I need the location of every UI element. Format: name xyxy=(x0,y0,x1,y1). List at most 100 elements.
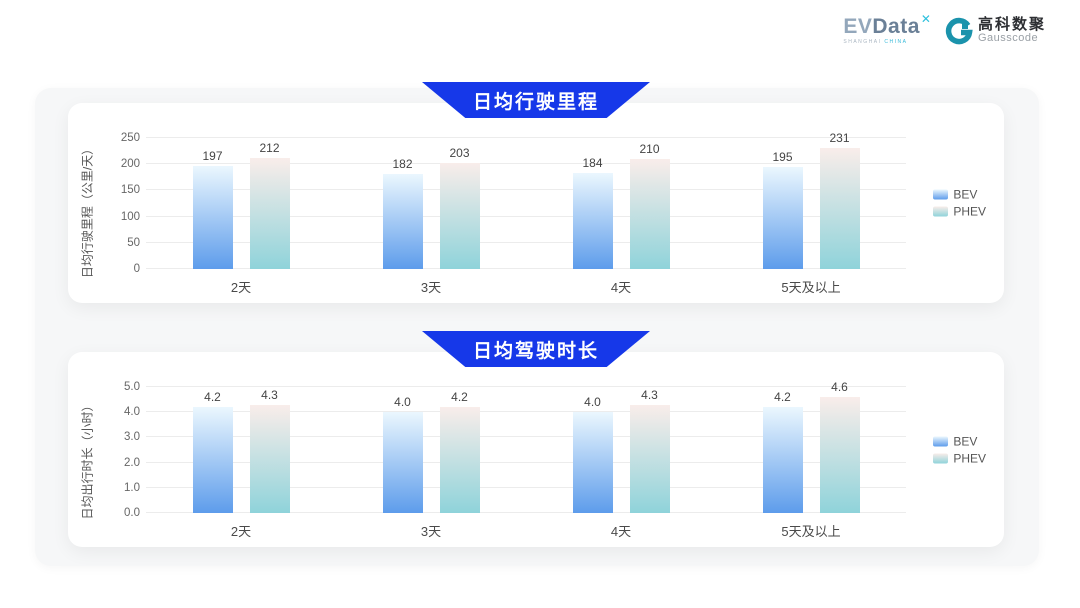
gausscode-logo: 高科数聚 Gausscode xyxy=(945,17,1046,45)
duration-x-axis-labels: 2天 3天 4天 5天及以上 xyxy=(146,521,906,539)
duration-chart-card: 日均驾驶时长 日均出行时长（小时） 0.0 1.0 2.0 3.0 4.0 5.0 4.2… xyxy=(68,331,1004,547)
phev-bar xyxy=(819,397,860,513)
y-tick-label: 100 xyxy=(120,210,140,223)
bar-value-label: 4.2 xyxy=(204,390,221,405)
evdata-ev-text: EV xyxy=(843,15,873,38)
y-tick-label: 150 xyxy=(120,184,140,197)
gridline xyxy=(146,137,906,138)
bev-bar xyxy=(192,165,233,269)
legend-item-bev[interactable]: BEV xyxy=(933,434,986,448)
bar-value-label: 4.2 xyxy=(774,390,791,405)
bar-value-label: 203 xyxy=(449,145,470,160)
legend-item-phev[interactable]: PHEV xyxy=(933,205,986,219)
bar-value-label: 4.3 xyxy=(641,387,658,402)
x-axis-label: 2天 xyxy=(230,280,252,295)
bev-bar xyxy=(572,412,613,513)
bar-group: 4.2 4.6 xyxy=(716,380,906,513)
x-axis-label: 3天 xyxy=(420,280,442,295)
bar-group: 4.0 4.2 xyxy=(336,387,526,513)
legend-swatch xyxy=(933,206,949,217)
y-tick-label: 5.0 xyxy=(124,381,140,393)
bar-group: 4.0 4.3 xyxy=(526,387,716,513)
bev-bar xyxy=(762,166,803,269)
mileage-chart-title: 日均行驶里程 xyxy=(472,91,599,113)
bar-value-label: 4.6 xyxy=(831,380,848,395)
phev-bar xyxy=(439,162,480,269)
evdata-logo: EV Data ✕ SHANGHAI CHINA xyxy=(843,13,931,45)
duration-y-axis-label: 日均出行时长（小时） xyxy=(80,399,95,520)
phev-bar-wrap: 4.3 xyxy=(629,387,670,513)
legend-label: BEV xyxy=(953,187,978,202)
gausscode-text: 高科数聚 Gausscode xyxy=(978,17,1046,44)
x-axis-label: 5天及以上 xyxy=(781,524,841,539)
bev-bar xyxy=(192,407,233,513)
mileage-chart-card: 日均行驶里程 日均行驶里程（公里/天） 0 50 100 150 200 250 197 2… xyxy=(68,82,1004,303)
x-axis-label: 2天 xyxy=(230,524,252,539)
phev-bar xyxy=(629,158,670,269)
bar-group: 184 210 xyxy=(526,138,716,269)
gridline xyxy=(146,241,906,243)
legend-item-phev[interactable]: PHEV xyxy=(933,451,986,465)
bev-bar xyxy=(382,412,423,513)
bar-groups: 4.2 4.3 4.0 4.2 4.0 4.3 4.2 4.6 xyxy=(146,380,906,513)
duration-chart-title-banner: 日均驾驶时长 xyxy=(422,331,650,367)
bar-group: 182 203 xyxy=(336,138,526,269)
x-axis-label: 5天及以上 xyxy=(781,280,841,295)
bar-group: 4.2 4.3 xyxy=(146,387,336,513)
bar-value-label: 210 xyxy=(639,141,660,156)
mileage-legend: BEV PHEV xyxy=(933,188,986,219)
legend-label: PHEV xyxy=(953,451,986,465)
bev-bar-wrap: 4.2 xyxy=(192,387,233,513)
bev-bar xyxy=(572,172,613,269)
phev-bar xyxy=(249,404,290,513)
header-logos: EV Data ✕ SHANGHAI CHINA 高科数聚 Gausscode xyxy=(843,13,1046,45)
x-axis-label: 3天 xyxy=(420,524,442,539)
phev-bar-wrap: 212 xyxy=(249,138,290,269)
bev-bar-wrap: 195 xyxy=(762,138,803,269)
bar-value-label: 4.2 xyxy=(451,390,468,405)
y-tick-label: 3.0 xyxy=(124,431,140,444)
y-tick-label: 4.0 xyxy=(124,406,140,419)
duration-chart-title: 日均驾驶时长 xyxy=(472,340,599,362)
phev-bar xyxy=(439,407,480,513)
bev-bar-wrap: 4.2 xyxy=(762,387,803,513)
legend-label: BEV xyxy=(953,434,978,448)
gausscode-g-icon xyxy=(945,17,973,44)
phev-bar-wrap: 4.3 xyxy=(249,387,290,513)
gridline xyxy=(146,512,906,513)
y-tick-label: 250 xyxy=(120,132,140,144)
phev-bar xyxy=(249,157,290,269)
mileage-y-axis-label: 日均行驶里程（公里/天） xyxy=(80,142,95,279)
duration-y-axis-ticks: 0.0 1.0 2.0 3.0 4.0 5.0 xyxy=(108,381,140,519)
bar-value-label: 182 xyxy=(392,156,413,171)
mileage-bar-chart: 日均行驶里程（公里/天） 0 50 100 150 200 250 197 212 182 20… xyxy=(68,103,1004,303)
gausscode-en-text: Gausscode xyxy=(977,31,1039,44)
phev-bar xyxy=(629,404,670,513)
bar-value-label: 231 xyxy=(829,130,850,145)
phev-bar-wrap: 4.6 xyxy=(819,380,860,513)
phev-bar-wrap: 4.2 xyxy=(439,387,480,513)
y-tick-label: 0 xyxy=(133,263,140,275)
legend-swatch xyxy=(933,453,949,463)
bar-value-label: 184 xyxy=(582,155,603,170)
evdata-shanghai-text: SHANGHAI xyxy=(843,39,882,45)
y-tick-label: 200 xyxy=(120,158,140,171)
legend-item-bev[interactable]: BEV xyxy=(933,188,986,202)
bar-group: 195 231 xyxy=(716,131,906,269)
gridline xyxy=(146,436,906,438)
gridline xyxy=(146,189,906,191)
legend-label: PHEV xyxy=(953,204,986,219)
gridline xyxy=(146,268,906,269)
phev-bar-wrap: 210 xyxy=(629,138,670,269)
mileage-x-axis-labels: 2天 3天 4天 5天及以上 xyxy=(146,277,906,295)
y-tick-label: 0.0 xyxy=(124,507,140,519)
mileage-chart-title-banner: 日均行驶里程 xyxy=(422,82,650,118)
phev-bar-wrap: 231 xyxy=(819,131,860,269)
gridline xyxy=(146,486,906,488)
bev-bar-wrap: 184 xyxy=(572,138,613,269)
duration-bar-chart: 日均出行时长（小时） 0.0 1.0 2.0 3.0 4.0 5.0 4.2 4.3 4.0 4… xyxy=(68,352,1004,547)
gridline xyxy=(146,411,906,413)
evdata-data-text: Data xyxy=(872,15,920,38)
bar-value-label: 4.0 xyxy=(394,395,411,410)
